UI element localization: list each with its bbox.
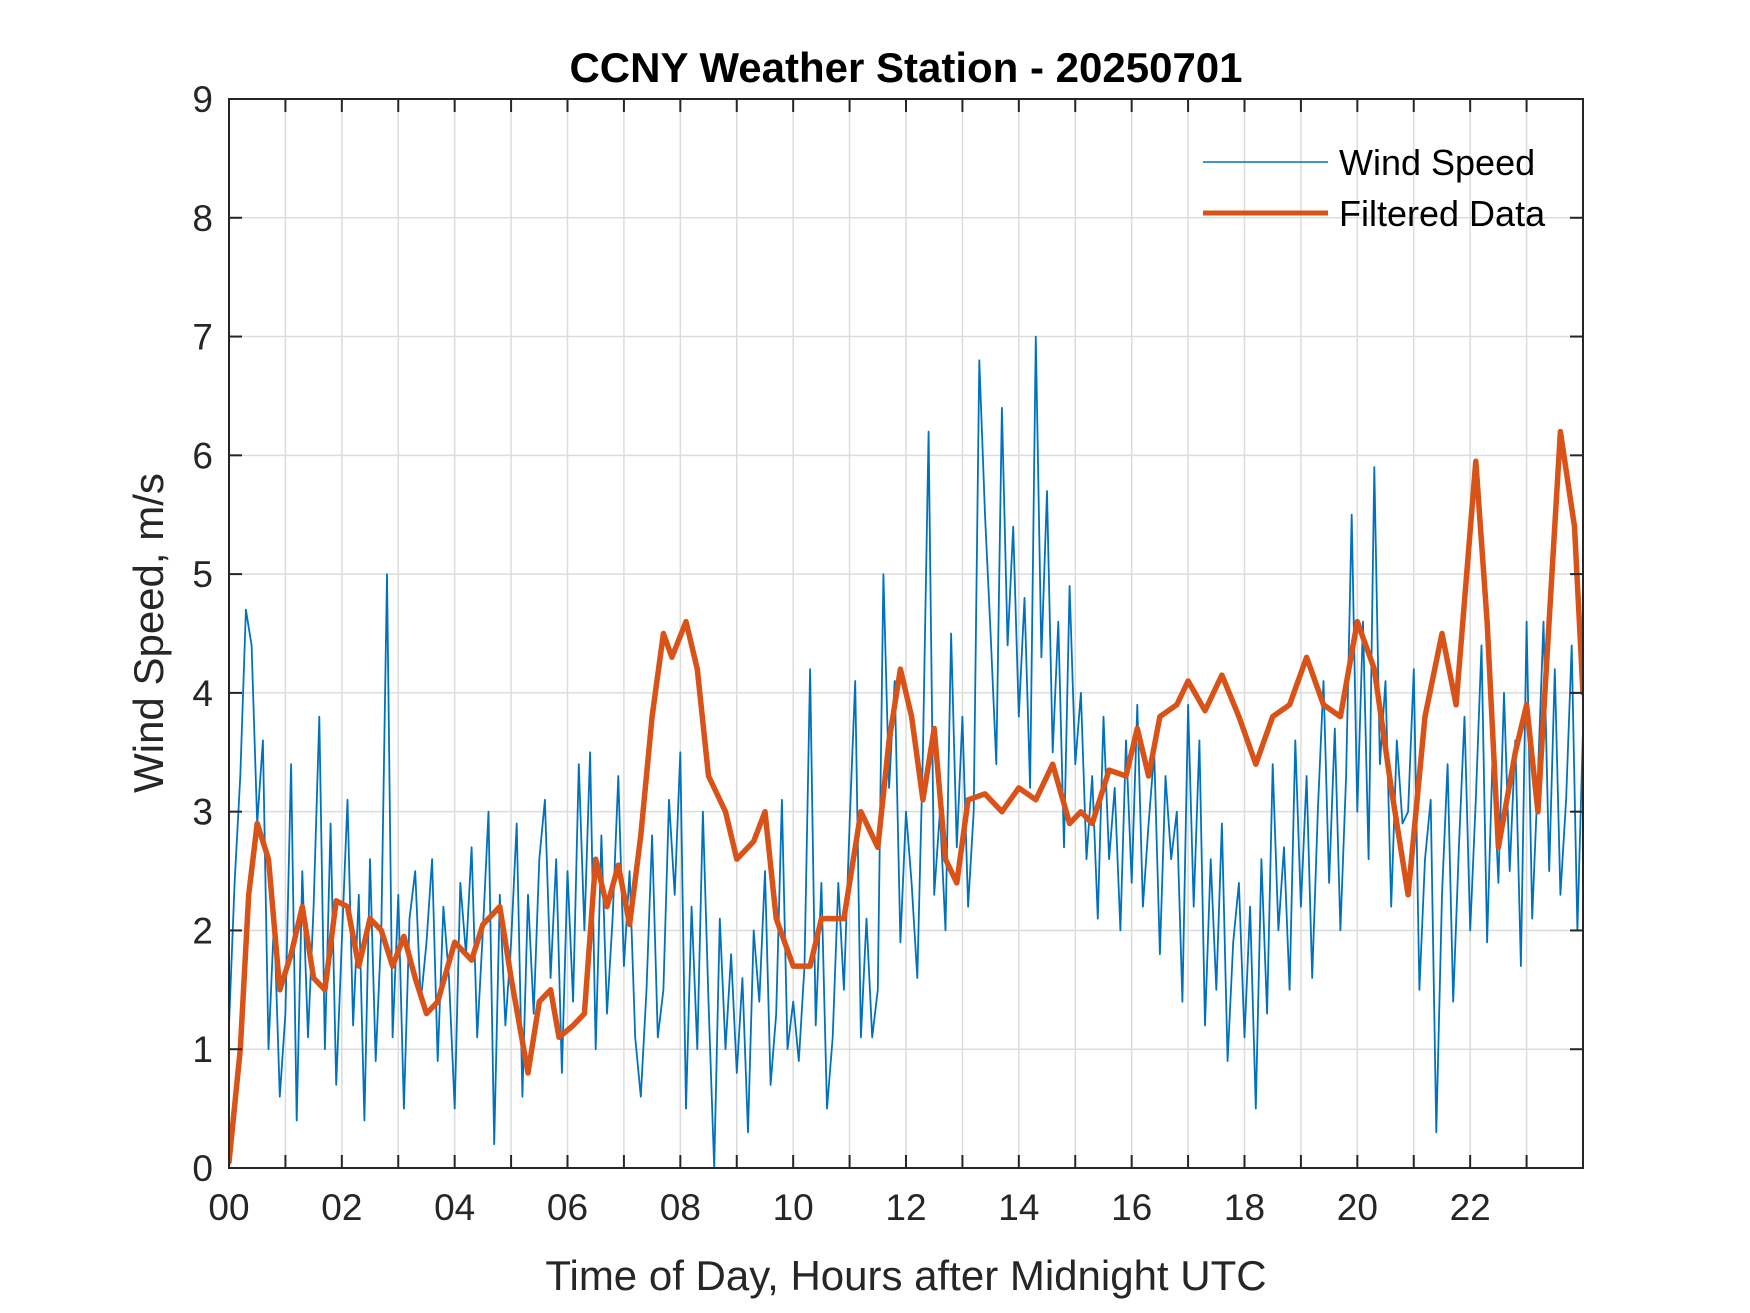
y-tick-label: 2	[192, 910, 213, 951]
series-layer	[229, 335, 1583, 1168]
y-tick-label: 0	[192, 1148, 213, 1189]
x-tick-label: 12	[885, 1187, 926, 1228]
y-tick-label: 1	[192, 1029, 213, 1070]
x-tick-label: 02	[321, 1187, 362, 1228]
x-tick-label: 08	[660, 1187, 701, 1228]
x-tick-label: 18	[1224, 1187, 1265, 1228]
x-tick-labels: 00 02 04 06 08 10 12 14 16 18 20 22	[208, 1187, 1490, 1228]
chart-title: CCNY Weather Station - 20250701	[569, 44, 1242, 91]
filtered-data-line	[229, 428, 1583, 1165]
y-tick-label: 5	[192, 554, 213, 595]
x-tick-label: 22	[1450, 1187, 1491, 1228]
legend-filtered-data-label: Filtered Data	[1339, 193, 1546, 234]
y-tick-label: 8	[192, 198, 213, 239]
x-axis-label: Time of Day, Hours after Midnight UTC	[545, 1252, 1266, 1299]
y-tick-label: 7	[192, 317, 213, 358]
y-tick-label: 3	[192, 792, 213, 833]
x-tick-label: 10	[773, 1187, 814, 1228]
x-tick-label: 20	[1337, 1187, 1378, 1228]
legend: Wind Speed Filtered Data	[1203, 142, 1546, 234]
x-tick-label: 16	[1111, 1187, 1152, 1228]
x-tick-label: 14	[998, 1187, 1039, 1228]
y-tick-label: 6	[192, 435, 213, 476]
tick-marks	[229, 98, 1583, 1169]
legend-wind-speed-label: Wind Speed	[1339, 142, 1535, 183]
y-axis-label: Wind Speed, m/s	[125, 473, 172, 793]
y-tick-labels: 0 1 2 3 4 5 6 7 8 9	[192, 79, 213, 1189]
y-tick-label: 9	[192, 79, 213, 120]
x-tick-label: 00	[208, 1187, 249, 1228]
y-tick-label: 4	[192, 673, 213, 714]
x-tick-label: 04	[434, 1187, 475, 1228]
wind-speed-line	[229, 335, 1583, 1168]
x-tick-label: 06	[547, 1187, 588, 1228]
